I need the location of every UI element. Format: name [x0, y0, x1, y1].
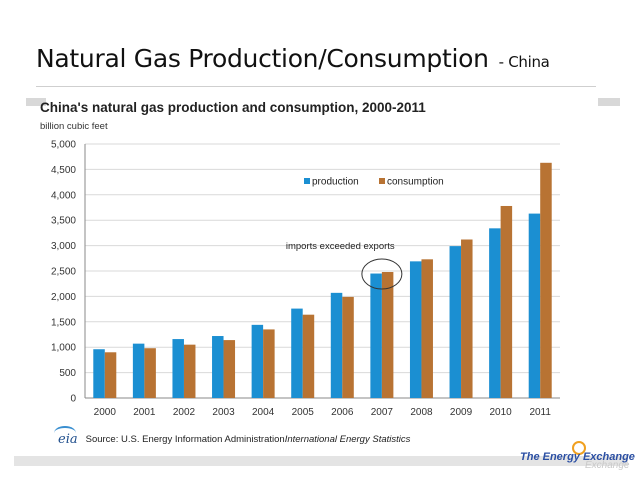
legend-label: consumption — [387, 177, 444, 188]
x-tick-label: 2008 — [410, 407, 433, 418]
y-axis-unit-label: billion cubic feet — [40, 121, 108, 132]
annotation-label: imports exceeded exports — [286, 241, 395, 252]
production-bar — [93, 349, 105, 398]
y-tick-label: 4,500 — [51, 165, 76, 176]
x-tick-label: 2009 — [450, 407, 473, 418]
y-tick-label: 2,500 — [51, 267, 76, 278]
source-line: eia Source: U.S. Energy Information Admi… — [54, 425, 411, 447]
energy-exchange-logo-icon — [572, 441, 586, 455]
title-divider — [36, 86, 596, 87]
production-bar — [528, 213, 541, 398]
chart-title: China's natural gas production and consu… — [40, 100, 426, 115]
production-bar — [370, 273, 382, 398]
eia-logo-icon: eia — [54, 425, 78, 447]
x-tick-label: 2005 — [292, 407, 315, 418]
y-tick-label: 1,000 — [51, 343, 76, 354]
slide-title: Natural Gas Production/Consumption - Chin… — [36, 44, 550, 73]
production-bar — [489, 228, 501, 398]
x-tick-label: 2010 — [490, 407, 513, 418]
x-tick-label: 2007 — [371, 407, 394, 418]
x-tick-label: 2002 — [173, 407, 196, 418]
consumption-bar — [421, 259, 433, 398]
y-tick-label: 5,000 — [51, 140, 76, 151]
source-prefix: Source: U.S. Energy Information Administ… — [85, 433, 285, 445]
production-bar — [132, 343, 145, 398]
source-publication: International Energy Statistics — [284, 433, 411, 445]
x-tick-label: 2003 — [212, 407, 235, 418]
y-tick-label: 500 — [59, 368, 76, 379]
consumption-bar — [461, 239, 473, 398]
y-tick-label: 3,500 — [51, 216, 76, 227]
brand-shadow-label: Exchange — [585, 460, 630, 471]
consumption-bar — [381, 272, 394, 398]
consumption-bar — [540, 162, 552, 398]
production-bar — [330, 292, 343, 398]
x-tick-label: 2001 — [133, 407, 156, 418]
x-tick-label: 2000 — [94, 407, 117, 418]
slide-corner-tab-left — [26, 98, 46, 106]
x-tick-label: 2006 — [331, 407, 354, 418]
consumption-bar — [500, 205, 513, 398]
x-tick-label: 2011 — [529, 407, 551, 418]
y-tick-label: 2,000 — [51, 292, 76, 303]
consumption-bar — [144, 348, 156, 398]
slide-footer-band — [14, 456, 628, 466]
brand-label: The Energy Exchange — [520, 451, 635, 463]
consumption-bar — [342, 296, 354, 398]
production-bar — [251, 324, 264, 398]
production-bar — [212, 336, 224, 398]
consumption-bar — [263, 329, 275, 398]
production-bar — [409, 261, 422, 398]
consumption-bar — [183, 344, 196, 398]
legend-swatch — [304, 178, 310, 184]
production-bar — [449, 246, 462, 398]
consumption-bar — [104, 352, 117, 398]
x-tick-label: 2004 — [252, 407, 275, 418]
legend-swatch — [379, 178, 385, 184]
annotation-circle — [361, 258, 403, 290]
y-tick-label: 1,500 — [51, 317, 76, 328]
legend-label: production — [312, 177, 359, 188]
y-tick-label: 0 — [70, 394, 76, 405]
consumption-bar — [223, 340, 236, 398]
production-bar — [172, 339, 184, 398]
y-tick-label: 4,000 — [51, 190, 76, 201]
slide-corner-tab-right — [598, 98, 620, 106]
consumption-bar — [302, 314, 315, 398]
slide-title-main: Natural Gas Production/Consumption — [36, 44, 489, 73]
slide-subtitle: - China — [498, 53, 550, 71]
y-tick-label: 3,000 — [51, 241, 76, 252]
production-bar — [291, 308, 303, 398]
